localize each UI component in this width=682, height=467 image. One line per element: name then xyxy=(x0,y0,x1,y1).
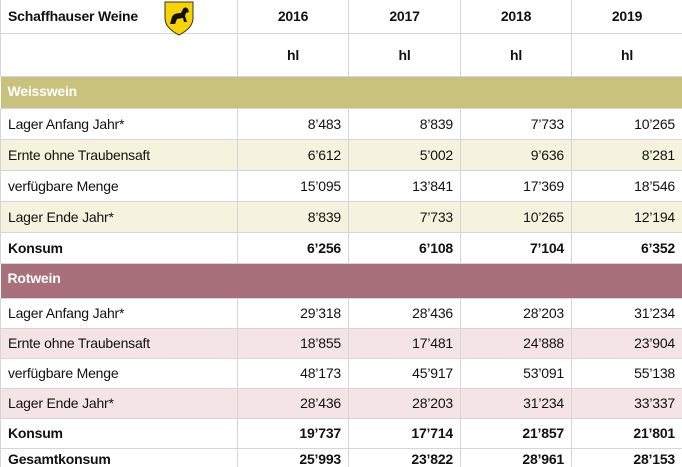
row-label: verfügbare Menge xyxy=(0,169,238,202)
row-label: verfügbare Menge xyxy=(0,357,238,389)
value-cell: 5’002 xyxy=(348,138,461,171)
value-cell: 23’822 xyxy=(348,447,461,467)
table-title: Schaffhauser Weine xyxy=(0,0,238,34)
row-label: Konsum xyxy=(0,417,238,449)
value-cell: 18’546 xyxy=(571,169,682,202)
data-row: Lager Ende Jahr* 8’839 7’733 10’265 12’194 xyxy=(0,200,682,233)
data-row: Ernte ohne Traubensaft 6’612 5’002 9’636 8’2… xyxy=(0,138,682,171)
header-row: Schaffhauser Weine 2016 2017 2018 2019 xyxy=(0,0,682,34)
row-label: Konsum xyxy=(0,231,238,264)
year-header: 2016 xyxy=(237,0,349,34)
value-cell: 28’436 xyxy=(348,297,461,329)
value-cell: 12’194 xyxy=(571,200,682,233)
value-cell: 8’281 xyxy=(571,138,682,171)
value-cell: 25’993 xyxy=(237,447,349,467)
year-header: 2017 xyxy=(348,0,461,34)
value-cell: 7’104 xyxy=(460,231,572,264)
value-cell: 29’318 xyxy=(237,297,349,329)
unit-header: hl xyxy=(348,33,461,77)
value-cell: 53’091 xyxy=(460,357,572,389)
value-cell: 10’265 xyxy=(571,107,682,140)
value-cell: 28’436 xyxy=(237,387,349,419)
row-label: Gesamtkonsum xyxy=(0,447,238,467)
value-cell: 28’961 xyxy=(460,447,572,467)
row-label: Ernte ohne Traubensaft xyxy=(0,327,238,359)
value-cell: 21’857 xyxy=(460,417,572,449)
unit-row: hl hl hl hl xyxy=(0,33,682,77)
value-cell: 6’612 xyxy=(237,138,349,171)
value-cell: 13’841 xyxy=(348,169,461,202)
value-cell: 48’173 xyxy=(237,357,349,389)
section-band: Weisswein xyxy=(0,75,682,109)
value-cell: 33’337 xyxy=(571,387,682,419)
value-cell: 55’138 xyxy=(571,357,682,389)
unit-header: hl xyxy=(237,33,349,77)
data-row: verfügbare Menge 15’095 13’841 17’369 18’546 xyxy=(0,169,682,202)
value-cell: 31’234 xyxy=(571,297,682,329)
value-cell: 28’203 xyxy=(348,387,461,419)
value-cell: 28’153 xyxy=(571,447,682,467)
unit-header: hl xyxy=(571,33,682,77)
row-label: Lager Ende Jahr* xyxy=(0,200,238,233)
row-label: Lager Anfang Jahr* xyxy=(0,107,238,140)
value-cell: 23’904 xyxy=(571,327,682,359)
year-header: 2018 xyxy=(460,0,572,34)
unit-header: hl xyxy=(460,33,572,77)
value-cell: 21’801 xyxy=(571,417,682,449)
value-cell: 45’917 xyxy=(348,357,461,389)
value-cell: 8’839 xyxy=(237,200,349,233)
value-cell: 17’369 xyxy=(460,169,572,202)
value-cell: 17’481 xyxy=(348,327,461,359)
value-cell: 19’737 xyxy=(237,417,349,449)
data-row: Lager Anfang Jahr* 8’483 8’839 7’733 10’265 xyxy=(0,107,682,140)
value-cell: 6’352 xyxy=(571,231,682,264)
empty-cell xyxy=(0,33,238,77)
section-band: Rotwein xyxy=(0,262,682,299)
total-row: Gesamtkonsum 25’993 23’822 28’961 28’153 xyxy=(0,447,682,467)
consumption-row: Konsum 6’256 6’108 7’104 6’352 xyxy=(0,231,682,264)
data-row: Ernte ohne Traubensaft 18’855 17’481 24’888… xyxy=(0,327,682,359)
value-cell: 8’839 xyxy=(348,107,461,140)
section-name: Rotwein xyxy=(0,262,682,299)
row-label: Lager Anfang Jahr* xyxy=(0,297,238,329)
value-cell: 6’256 xyxy=(237,231,349,264)
consumption-row: Konsum 19’737 17’714 21’857 21’801 xyxy=(0,417,682,449)
row-label: Lager Ende Jahr* xyxy=(0,387,238,419)
value-cell: 15’095 xyxy=(237,169,349,202)
value-cell: 28’203 xyxy=(460,297,572,329)
row-label: Ernte ohne Traubensaft xyxy=(0,138,238,171)
value-cell: 7’733 xyxy=(348,200,461,233)
value-cell: 24’888 xyxy=(460,327,572,359)
value-cell: 6’108 xyxy=(348,231,461,264)
value-cell: 18’855 xyxy=(237,327,349,359)
data-row: Lager Ende Jahr* 28’436 28’203 31’234 33’337 xyxy=(0,387,682,419)
value-cell: 31’234 xyxy=(460,387,572,419)
value-cell: 8’483 xyxy=(237,107,349,140)
value-cell: 9’636 xyxy=(460,138,572,171)
coat-of-arms xyxy=(164,1,194,36)
value-cell: 7’733 xyxy=(460,107,572,140)
value-cell: 10’265 xyxy=(460,200,572,233)
data-row: verfügbare Menge 48’173 45’917 53’091 55’138 xyxy=(0,357,682,389)
data-row: Lager Anfang Jahr* 29’318 28’436 28’203 31’2… xyxy=(0,297,682,329)
section-name: Weisswein xyxy=(0,75,682,109)
value-cell: 17’714 xyxy=(348,417,461,449)
year-header: 2019 xyxy=(571,0,682,34)
